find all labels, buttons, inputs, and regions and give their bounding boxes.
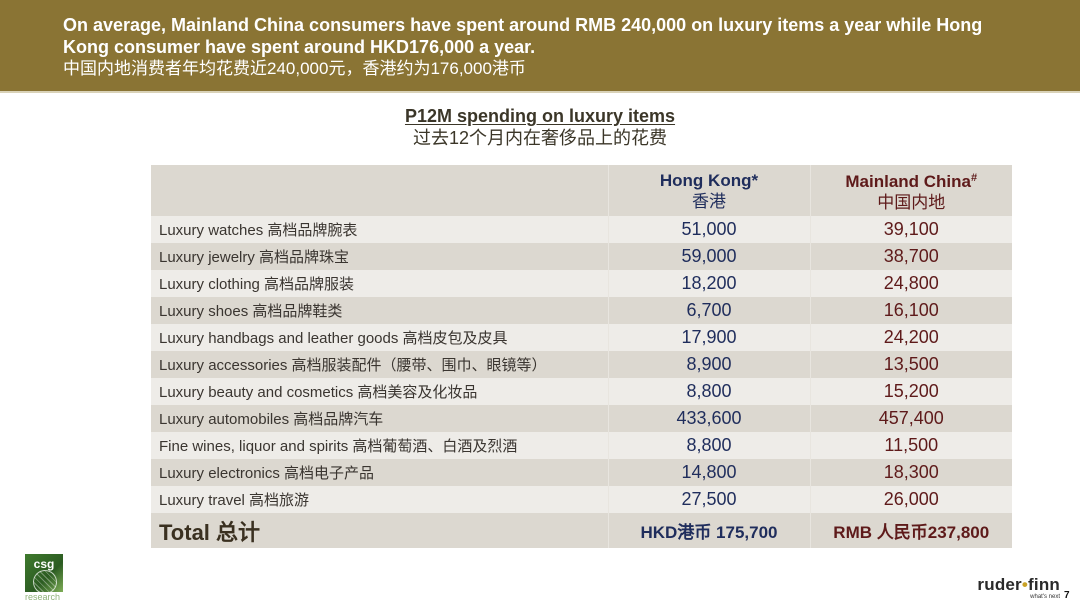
table-row: Luxury travel 高档旅游 27,500 26,000 xyxy=(151,486,1012,513)
page-number: 7 xyxy=(1064,590,1070,601)
rf-dot-icon: • xyxy=(1021,575,1029,594)
row-label: Luxury shoes 高档品牌鞋类 xyxy=(159,303,343,320)
mainland-total: RMB 人民币237,800 xyxy=(809,513,1012,548)
header-band: On average, Mainland China consumers hav… xyxy=(0,0,1080,93)
csg-logo-subtext: research xyxy=(25,592,61,602)
row-label: Luxury beauty and cosmetics 高档美容及化妆品 xyxy=(159,384,478,401)
total-label: Total 总计 xyxy=(159,519,261,545)
mainland-value: 24,200 xyxy=(809,324,1012,351)
hong-kong-value: 17,900 xyxy=(607,324,810,351)
table-title: P12M spending on luxury items 过去12个月内在奢侈… xyxy=(0,105,1080,149)
rf-word-left: ruder xyxy=(977,575,1022,594)
table-header-row: Hong Kong* 香港 Mainland China# 中国内地 xyxy=(151,165,1012,216)
headline-en-line-2: Kong consumer have spent around HKD176,0… xyxy=(63,37,536,57)
hong-kong-value: 8,800 xyxy=(607,432,810,459)
hong-kong-value: 8,900 xyxy=(607,351,810,378)
table-row: Luxury accessories 高档服装配件（腰带、围巾、眼镜等） 8,9… xyxy=(151,351,1012,378)
csg-research-logo: csg research xyxy=(25,554,65,604)
mainland-value: 11,500 xyxy=(809,432,1012,459)
header-mainland-china: Mainland China# 中国内地 xyxy=(809,165,1012,216)
row-label: Luxury clothing 高档品牌服装 xyxy=(159,276,355,293)
table-row: Luxury jewelry 高档品牌珠宝 59,000 38,700 xyxy=(151,243,1012,270)
mainland-value: 24,800 xyxy=(809,270,1012,297)
mainland-value: 18,300 xyxy=(809,459,1012,486)
row-label: Luxury accessories 高档服装配件（腰带、围巾、眼镜等） xyxy=(159,357,547,374)
table-row: Fine wines, liquor and spirits 高档葡萄酒、白酒及… xyxy=(151,432,1012,459)
hong-kong-value: 433,600 xyxy=(607,405,810,432)
header-hong-kong-en: Hong Kong xyxy=(659,170,752,190)
globe-icon xyxy=(33,570,57,592)
hong-kong-value: 6,700 xyxy=(607,297,810,324)
table-title-en: P12M spending on luxury items xyxy=(404,106,676,126)
hong-kong-value: 59,000 xyxy=(607,243,810,270)
row-label: Luxury travel 高档旅游 xyxy=(159,492,310,509)
csg-logo-mark: csg xyxy=(25,554,63,592)
mainland-value: 26,000 xyxy=(809,486,1012,513)
table-row: Luxury automobiles 高档品牌汽车 433,600 457,40… xyxy=(151,405,1012,432)
header-hong-kong: Hong Kong* 香港 xyxy=(607,165,810,216)
hong-kong-value: 51,000 xyxy=(607,216,810,243)
table-row: Luxury electronics 高档电子产品 14,800 18,300 xyxy=(151,459,1012,486)
total-row: Total 总计 HKD港币 175,700 RMB 人民币237,800 xyxy=(151,513,1012,548)
row-label: Luxury automobiles 高档品牌汽车 xyxy=(159,411,384,428)
rf-word-right: finn xyxy=(1028,575,1060,594)
mainland-value: 15,200 xyxy=(809,378,1012,405)
table-row: Luxury watches 高档品牌腕表 51,000 39,100 xyxy=(151,216,1012,243)
row-label: Luxury watches 高档品牌腕表 xyxy=(159,222,358,239)
row-label: Luxury electronics 高档电子产品 xyxy=(159,465,375,482)
mainland-value: 457,400 xyxy=(809,405,1012,432)
table-row: Luxury beauty and cosmetics 高档美容及化妆品 8,8… xyxy=(151,378,1012,405)
table-row: Luxury clothing 高档品牌服装 18,200 24,800 xyxy=(151,270,1012,297)
mainland-value: 39,100 xyxy=(809,216,1012,243)
hong-kong-value: 8,800 xyxy=(607,378,810,405)
hong-kong-value: 14,800 xyxy=(607,459,810,486)
ruder-finn-wordmark: ruder•finn xyxy=(964,576,1060,594)
row-label: Fine wines, liquor and spirits 高档葡萄酒、白酒及… xyxy=(159,438,518,455)
table-row: Luxury shoes 高档品牌鞋类 6,700 16,100 xyxy=(151,297,1012,324)
ruder-finn-logo: ruder•finn what's next xyxy=(964,576,1060,602)
spending-table: Hong Kong* 香港 Mainland China# 中国内地 Luxur… xyxy=(151,165,1012,548)
hong-kong-value: 27,500 xyxy=(607,486,810,513)
mainland-value: 38,700 xyxy=(809,243,1012,270)
table-title-cn: 过去12个月内在奢侈品上的花费 xyxy=(412,128,668,148)
row-label: Luxury handbags and leather goods 高档皮包及皮… xyxy=(159,330,508,347)
header-empty-cell xyxy=(151,165,608,216)
hong-kong-footnote-mark: * xyxy=(751,170,759,190)
header-hong-kong-cn: 香港 xyxy=(692,191,726,211)
header-mainland-china-en: Mainland China xyxy=(845,172,971,191)
ruder-finn-tagline: what's next xyxy=(1030,594,1060,600)
mainland-value: 13,500 xyxy=(809,351,1012,378)
headline-en-line-1: On average, Mainland China consumers hav… xyxy=(63,15,983,35)
header-mainland-china-cn: 中国内地 xyxy=(877,193,946,212)
row-label: Luxury jewelry 高档品牌珠宝 xyxy=(159,249,350,266)
table-row: Luxury handbags and leather goods 高档皮包及皮… xyxy=(151,324,1012,351)
headline-cn: 中国内地消费者年均花费近240,000元，香港约为176,000港币 xyxy=(63,59,526,78)
mainland-value: 16,100 xyxy=(809,297,1012,324)
hong-kong-value: 18,200 xyxy=(607,270,810,297)
hong-kong-total: HKD港币 175,700 xyxy=(607,513,810,548)
mainland-footnote-mark: # xyxy=(971,172,978,184)
csg-logo-text: csg xyxy=(33,557,55,571)
